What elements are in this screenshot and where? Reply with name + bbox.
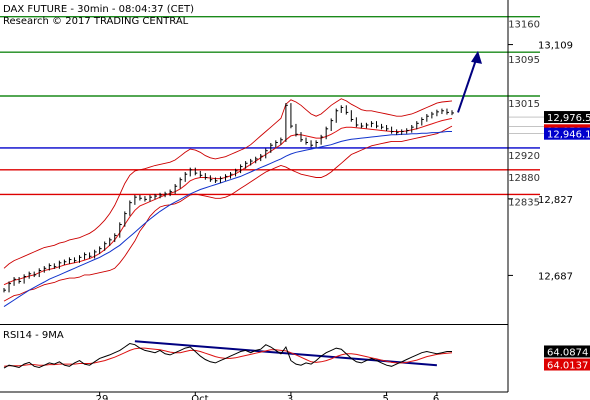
chart-title: DAX FUTURE - 30min - 08:04:37 (CET): [3, 4, 194, 15]
forecast-arrow: [457, 50, 482, 113]
y-tick-label: 12,687: [538, 271, 573, 282]
level-lines: 13160 13095 13015 12920 12880 12835: [0, 15, 540, 208]
x-tick-label: Oct: [191, 394, 208, 400]
level-label: 13160: [508, 20, 540, 31]
level-label: 12920: [508, 151, 540, 162]
price-box: [544, 358, 590, 371]
price-box-label: 12,976.5: [547, 113, 590, 124]
chart-subtitle: Research © 2017 TRADING CENTRAL: [3, 16, 189, 27]
price-series: [3, 103, 454, 293]
x-tick-label: 29: [96, 394, 109, 400]
y-tick-label: 12,827: [538, 195, 573, 206]
bollinger-bands: [3, 98, 453, 302]
price-box-label: 64.0137: [547, 361, 588, 372]
rsi-trendline: [134, 340, 437, 367]
rsi-ma-line: [3, 347, 453, 367]
price-box: [544, 127, 590, 140]
axes: 13,109 12,827 12,687 29 Oct 3 5 6: [0, 0, 573, 400]
price-box-label: 64.0874: [547, 347, 588, 358]
arrow-shaft: [457, 53, 479, 113]
rsi-panel: [3, 342, 453, 369]
price-box: [544, 345, 590, 358]
y-tick-label: 13,109: [538, 41, 573, 52]
level-label: 12880: [508, 173, 540, 184]
level-label: 12835: [508, 197, 540, 208]
x-tick-label: 6: [433, 394, 439, 400]
x-tick-label: 5: [383, 394, 389, 400]
bollinger-upper: [3, 98, 453, 269]
ma-blue-line: [3, 131, 452, 308]
x-tick-label: 3: [287, 394, 293, 400]
moving-averages: [3, 117, 453, 308]
rsi-title: RSI14 - 9MA: [3, 330, 64, 341]
price-box: [544, 111, 590, 124]
rsi-line: [3, 342, 452, 369]
trendlines: [134, 340, 437, 367]
ma-red-line: [3, 117, 453, 286]
arrow-head: [471, 50, 482, 64]
price-box-label: 12,946.1: [547, 130, 590, 141]
level-label: 13095: [508, 55, 540, 66]
bollinger-lower: [3, 125, 453, 302]
level-label: 13015: [508, 99, 540, 110]
